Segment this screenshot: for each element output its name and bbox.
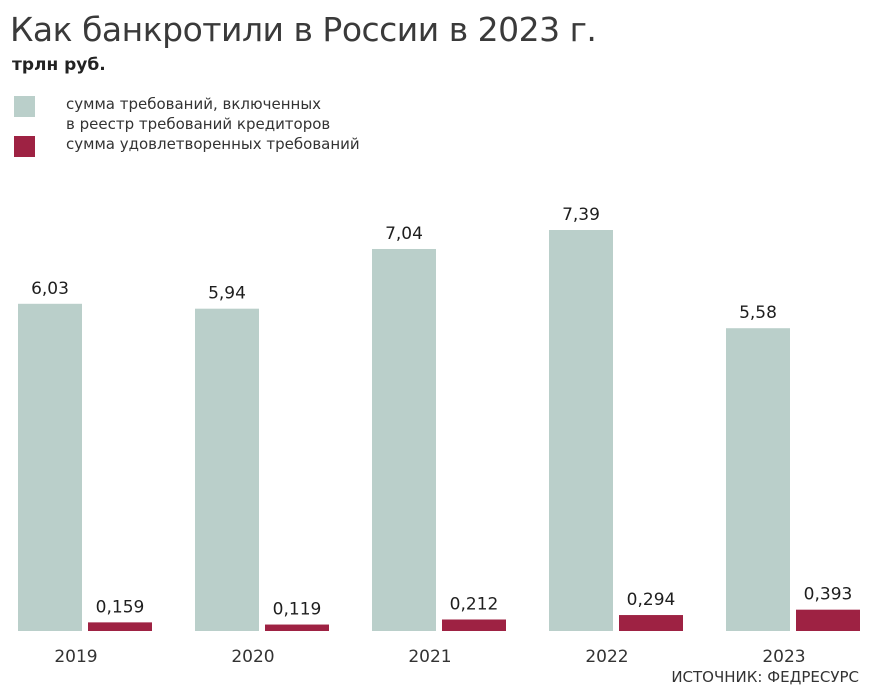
value-label-registered-2022: 7,39 [562,205,600,225]
x-tick-label-2022: 2022 [585,647,628,667]
value-label-satisfied-2020: 0,119 [273,600,322,620]
bar-satisfied-2022 [619,615,683,631]
x-tick-label-2021: 2021 [408,647,451,667]
legend: сумма требований, включенных в реестр тр… [14,94,360,157]
legend-label-satisfied: сумма удовлетворенных требований [66,135,360,153]
x-tick-label-2023: 2023 [762,647,805,667]
value-label-registered-2020: 5,94 [208,284,246,304]
value-label-satisfied-2021: 0,212 [450,594,499,614]
chart-title: Как банкротили в России в 2023 г. [10,10,597,49]
bar-registered-2021 [372,248,436,631]
bar-satisfied-2021 [442,619,506,631]
x-tick-label-2020: 2020 [231,647,274,667]
value-label-satisfied-2022: 0,294 [627,590,676,610]
value-label-registered-2019: 6,03 [31,279,69,299]
value-label-registered-2023: 5,58 [739,303,777,323]
legend-swatch-satisfied [14,136,35,157]
x-tick-label-2019: 2019 [54,647,97,667]
value-label-satisfied-2019: 0,159 [96,597,145,617]
value-label-registered-2021: 7,04 [385,224,423,244]
source-note: ИСТОЧНИК: ФЕДРЕСУРС [671,668,859,686]
bar-registered-2019 [18,303,82,631]
bar-registered-2023 [726,328,790,631]
bar-satisfied-2019 [88,622,152,631]
legend-item-satisfied: сумма удовлетворенных требований [14,134,360,157]
bar-registered-2022 [549,230,613,631]
bar-satisfied-2020 [265,624,329,631]
unit-label: трлн руб. [12,55,106,75]
bar-registered-2020 [195,308,259,631]
legend-swatch-registered [14,96,35,117]
bar-satisfied-2023 [796,609,860,631]
value-label-satisfied-2023: 0,393 [804,585,853,605]
legend-item-registered: сумма требований, включенных в реестр тр… [14,94,360,134]
legend-label-registered: сумма требований, включенных в реестр тр… [66,95,331,133]
